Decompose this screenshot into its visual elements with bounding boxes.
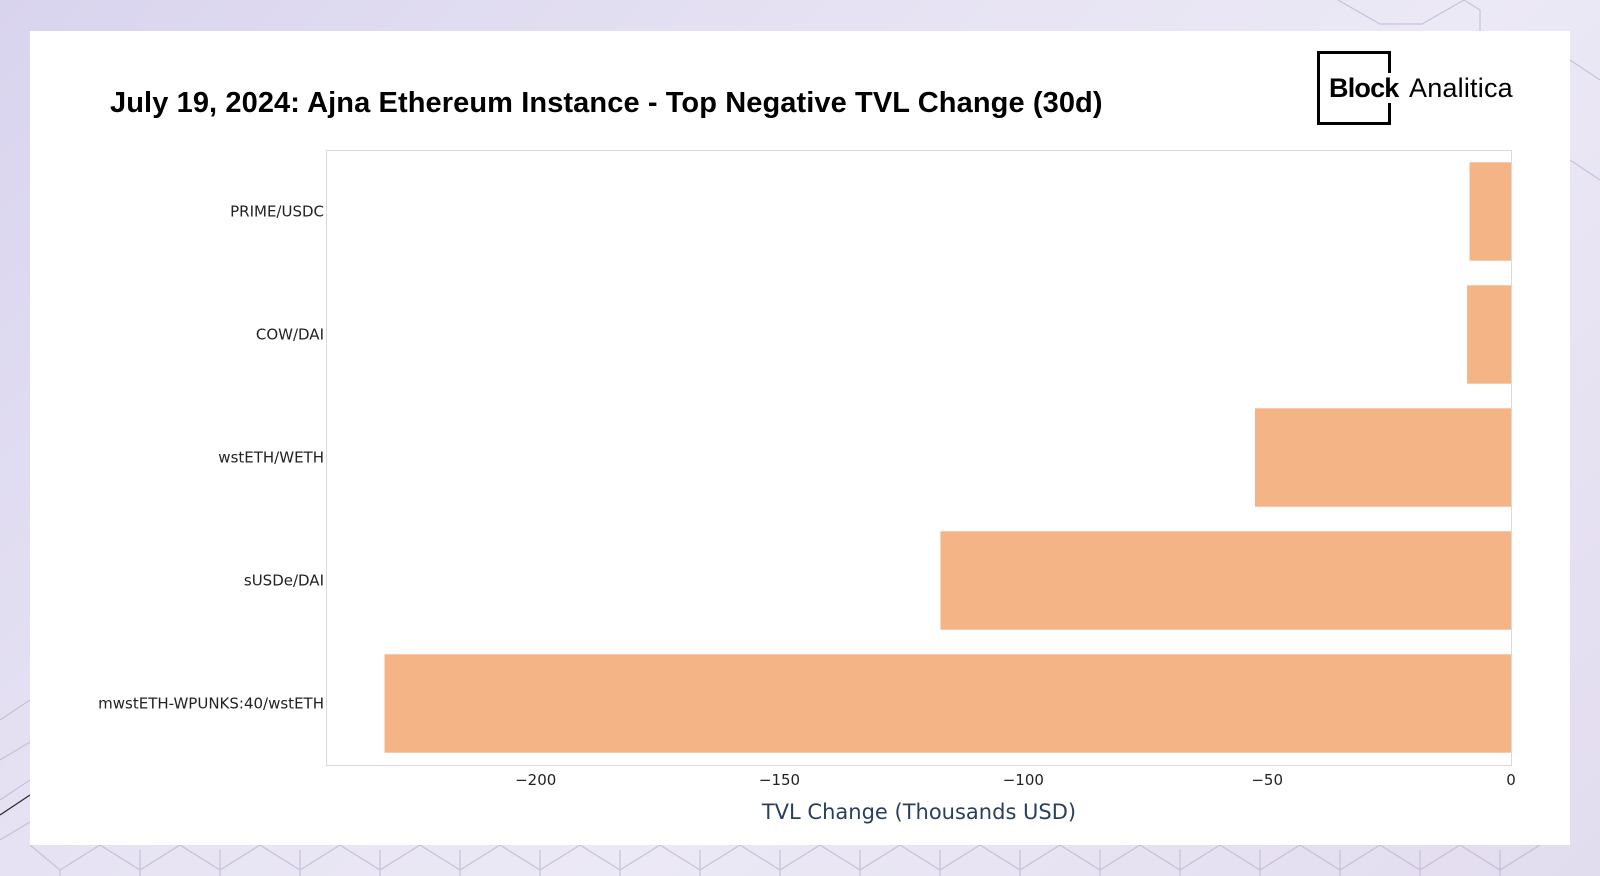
brand-logo: Block Analitica — [1317, 51, 1547, 127]
category-labels-layer: PRIME/USDC COW/DAI wstETH/WETH sUSDe/DAI mws… — [98, 203, 324, 713]
bars-layer — [384, 162, 1511, 753]
x-tick-label: −100 — [1003, 771, 1044, 789]
bar — [1469, 162, 1511, 261]
bar — [1467, 285, 1511, 384]
x-axis-title: TVL Change (Thousands USD) — [761, 800, 1076, 824]
chart-card: July 19, 2024: Ajna Ethereum Instance - … — [30, 31, 1570, 845]
chart-title: July 19, 2024: Ajna Ethereum Instance - … — [110, 87, 1103, 119]
x-tick-label: 0 — [1506, 771, 1516, 789]
category-label: sUSDe/DAI — [244, 572, 324, 590]
x-tick-label: −200 — [515, 771, 556, 789]
brand-logo-analitica-text: Analitica — [1409, 73, 1513, 103]
category-label: wstETH/WETH — [218, 449, 324, 467]
bar-chart: PRIME/USDC COW/DAI wstETH/WETH sUSDe/DAI mws… — [98, 150, 1516, 824]
x-tick-label: −50 — [1251, 771, 1283, 789]
bar — [384, 654, 1511, 753]
category-label: COW/DAI — [256, 326, 324, 344]
x-ticks-layer: −200 −150 −100 −50 0 — [515, 771, 1516, 789]
bar — [1254, 408, 1511, 507]
category-label: PRIME/USDC — [230, 203, 324, 221]
category-label: mwstETH-WPUNKS:40/wstETH — [98, 695, 324, 713]
brand-logo-block-text: Block — [1329, 73, 1401, 103]
bar — [940, 531, 1511, 630]
x-tick-label: −150 — [759, 771, 800, 789]
